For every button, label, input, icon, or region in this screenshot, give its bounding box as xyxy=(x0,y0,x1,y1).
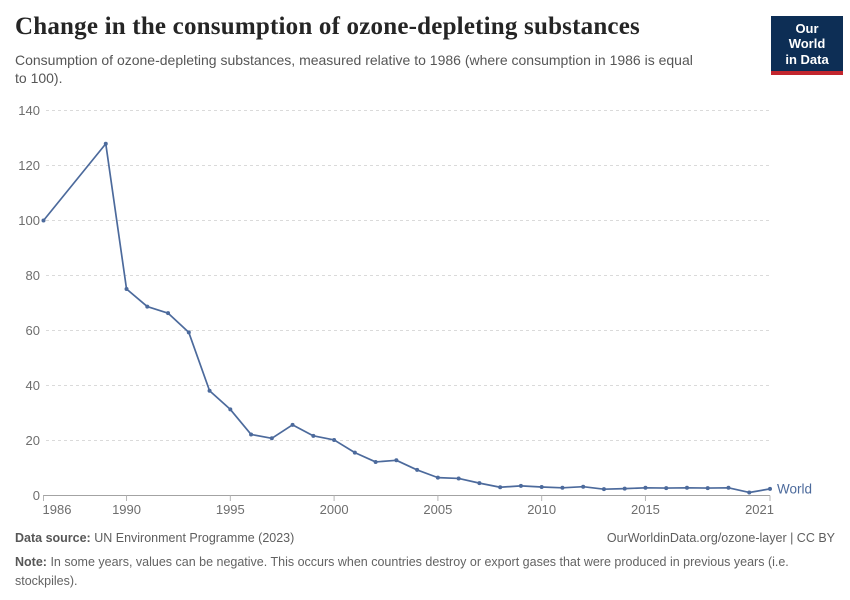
data-point xyxy=(622,486,627,491)
data-point xyxy=(747,490,752,495)
data-point xyxy=(768,486,772,491)
data-point xyxy=(311,433,316,438)
note-label: Note: xyxy=(15,555,47,569)
chart-header: Change in the consumption of ozone-deple… xyxy=(15,13,835,88)
x-axis-tick-label: 2015 xyxy=(631,502,660,517)
data-source-value: UN Environment Programme (2023) xyxy=(94,531,295,545)
chart-note: Note: In some years, values can be negat… xyxy=(15,553,820,591)
data-point xyxy=(103,141,108,146)
data-point xyxy=(124,286,129,291)
data-point xyxy=(684,485,689,490)
chart-subtitle: Consumption of ozone-depleting substance… xyxy=(15,51,693,87)
x-axis-tick-label: 1995 xyxy=(216,502,245,517)
data-point xyxy=(228,407,233,412)
page-title: Change in the consumption of ozone-deple… xyxy=(15,13,640,40)
data-point xyxy=(332,437,337,442)
y-axis-tick-label: 60 xyxy=(26,323,40,338)
x-axis-tick-label: 2005 xyxy=(423,502,452,517)
line-chart[interactable]: 0 20 40 60 80 100 120 140 1986 1990 1995 2000 2005 20… xyxy=(0,92,850,525)
owid-link[interactable]: OurWorldinData.org/ozone-layer | CC BY xyxy=(606,531,835,545)
data-point xyxy=(249,432,254,437)
data-point xyxy=(539,484,544,489)
note-text: In some years, values can be negative. T… xyxy=(15,555,789,588)
data-point xyxy=(41,218,46,223)
data-point xyxy=(518,483,523,488)
data-point xyxy=(290,422,295,427)
data-point xyxy=(435,475,440,480)
owid-logo-line1: Our World xyxy=(788,21,826,52)
x-axis-tick-label: 1990 xyxy=(112,502,141,517)
y-axis-tick-label: 40 xyxy=(26,378,40,393)
x-axis-tick-label: 2000 xyxy=(320,502,349,517)
data-point xyxy=(560,485,565,490)
data-point xyxy=(581,484,586,489)
data-point xyxy=(601,487,606,492)
data-point xyxy=(415,467,420,472)
y-axis-tick-label: 0 xyxy=(33,488,40,503)
y-axis-tick-label: 100 xyxy=(18,213,40,228)
data-point xyxy=(664,486,669,491)
data-source-text: Data source: UN Environment Programme (2… xyxy=(15,531,294,545)
y-axis-tick-label: 140 xyxy=(18,103,40,118)
data-point xyxy=(477,481,482,486)
data-point xyxy=(207,388,212,393)
x-axis-tick-label: 2010 xyxy=(527,502,556,517)
data-point xyxy=(705,486,710,491)
y-axis-tick-label: 120 xyxy=(18,158,40,173)
data-point xyxy=(726,485,731,490)
x-axis-tick-label: 1986 xyxy=(43,502,72,517)
x-axis-tick-label: 2021 xyxy=(745,502,774,517)
data-point xyxy=(456,476,461,481)
world-series-label[interactable]: World xyxy=(777,481,812,496)
y-axis-tick-label: 20 xyxy=(26,433,40,448)
owid-logo-line2: in Data xyxy=(785,51,829,67)
data-point xyxy=(498,485,503,490)
data-point xyxy=(269,436,274,441)
data-source-line: Data source: UN Environment Programme (2… xyxy=(15,531,835,545)
owid-logo[interactable]: Our World in Data xyxy=(771,16,843,75)
y-axis-tick-label: 80 xyxy=(26,268,40,283)
data-point xyxy=(166,311,171,316)
data-source-label: Data source: xyxy=(15,531,91,545)
world-line xyxy=(42,142,771,494)
data-point xyxy=(186,330,191,335)
data-point xyxy=(352,450,357,455)
data-point xyxy=(373,459,378,464)
data-point xyxy=(145,304,150,309)
chart-footer: Data source: UN Environment Programme (2… xyxy=(15,531,835,591)
data-point xyxy=(643,485,648,490)
data-point xyxy=(394,458,399,463)
